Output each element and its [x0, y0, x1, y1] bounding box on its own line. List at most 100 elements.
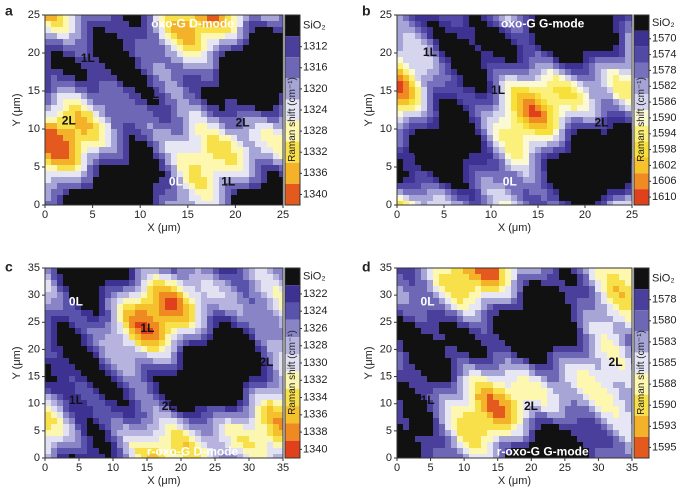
map-cell: [159, 430, 165, 436]
map-cell: [409, 388, 415, 394]
map-cell: [571, 346, 577, 352]
map-cell: [159, 117, 165, 123]
map-cell: [475, 412, 481, 418]
map-cell: [147, 448, 153, 454]
map-cell: [487, 394, 493, 400]
map-cell: [135, 141, 141, 147]
map-cell: [213, 117, 219, 123]
map-cell: [213, 406, 219, 412]
map-cell: [625, 15, 631, 21]
map-cell: [135, 346, 141, 352]
map-cell: [273, 454, 279, 458]
colorbar-tick-label: 1328: [303, 125, 327, 137]
map-cell: [595, 87, 601, 93]
map-cell: [93, 418, 99, 424]
map-cell: [231, 448, 237, 454]
map-cell: [51, 292, 57, 298]
map-cell: [249, 27, 255, 33]
map-cell: [87, 63, 93, 69]
map-cell: [583, 117, 589, 123]
map-cell: [213, 298, 219, 304]
map-cell: [547, 171, 553, 177]
map-cell: [165, 316, 171, 322]
map-cell: [541, 69, 547, 75]
map-cell: [487, 69, 493, 75]
x-tick-label: 5: [76, 462, 82, 474]
map-cell: [201, 189, 207, 195]
map-cell: [565, 195, 571, 201]
map-cell: [117, 171, 123, 177]
map-cell: [225, 400, 231, 406]
map-cell: [499, 406, 505, 412]
map-cell: [595, 159, 601, 165]
map-cell: [463, 406, 469, 412]
map-cell: [267, 322, 273, 328]
map-cell: [499, 292, 505, 298]
map-cell: [81, 418, 87, 424]
map-cell: [147, 412, 153, 418]
map-cell: [231, 442, 237, 448]
map-cell: [571, 33, 577, 39]
map-cell: [601, 117, 607, 123]
map-cell: [439, 406, 445, 412]
map-cell: [195, 201, 201, 205]
map-cell: [427, 171, 433, 177]
map-cell: [433, 147, 439, 153]
map-cell: [201, 346, 207, 352]
map-cell: [99, 388, 105, 394]
map-cell: [105, 33, 111, 39]
map-cell: [559, 117, 565, 123]
map-cell: [201, 436, 207, 442]
map-cell: [171, 334, 177, 340]
colorbar-tick-label: 1322: [303, 288, 327, 300]
map-cell: [219, 81, 225, 87]
map-cell: [249, 135, 255, 141]
map-cell: [511, 171, 517, 177]
map-cell: [213, 448, 219, 454]
map-cell: [135, 99, 141, 105]
map-cell: [141, 358, 147, 364]
map-cell: [427, 147, 433, 153]
map-cell: [99, 298, 105, 304]
map-cell: [607, 39, 613, 45]
map-cell: [153, 268, 159, 274]
map-cell: [117, 400, 123, 406]
colorbar-segment: [285, 120, 300, 142]
map-cell: [93, 448, 99, 454]
map-cell: [541, 424, 547, 430]
map-cell: [487, 304, 493, 310]
map-cell: [409, 382, 415, 388]
map-cell: [607, 135, 613, 141]
map-cell: [517, 39, 523, 45]
map-cell: [463, 111, 469, 117]
map-cell: [475, 436, 481, 442]
map-cell: [57, 39, 63, 45]
map-cell: [51, 189, 57, 195]
map-cell: [403, 352, 409, 358]
map-cell: [45, 27, 51, 33]
map-cell: [141, 195, 147, 201]
map-cell: [105, 201, 111, 205]
map-cell: [541, 412, 547, 418]
y-tick-label: 25: [28, 316, 40, 328]
map-cell: [225, 63, 231, 69]
map-cell: [487, 280, 493, 286]
map-cell: [201, 93, 207, 99]
map-cell: [201, 45, 207, 51]
map-cell: [75, 412, 81, 418]
map-cell: [111, 418, 117, 424]
map-cell: [243, 268, 249, 274]
map-cell: [243, 135, 249, 141]
map-cell: [463, 51, 469, 57]
map-cell: [583, 171, 589, 177]
map-cell: [493, 141, 499, 147]
map-cell: [165, 274, 171, 280]
map-cell: [463, 382, 469, 388]
map-cell: [505, 376, 511, 382]
map-cell: [63, 328, 69, 334]
map-cell: [607, 87, 613, 93]
map-cell: [69, 201, 75, 205]
map-cell: [553, 33, 559, 39]
map-cell: [267, 123, 273, 129]
map-cell: [51, 352, 57, 358]
